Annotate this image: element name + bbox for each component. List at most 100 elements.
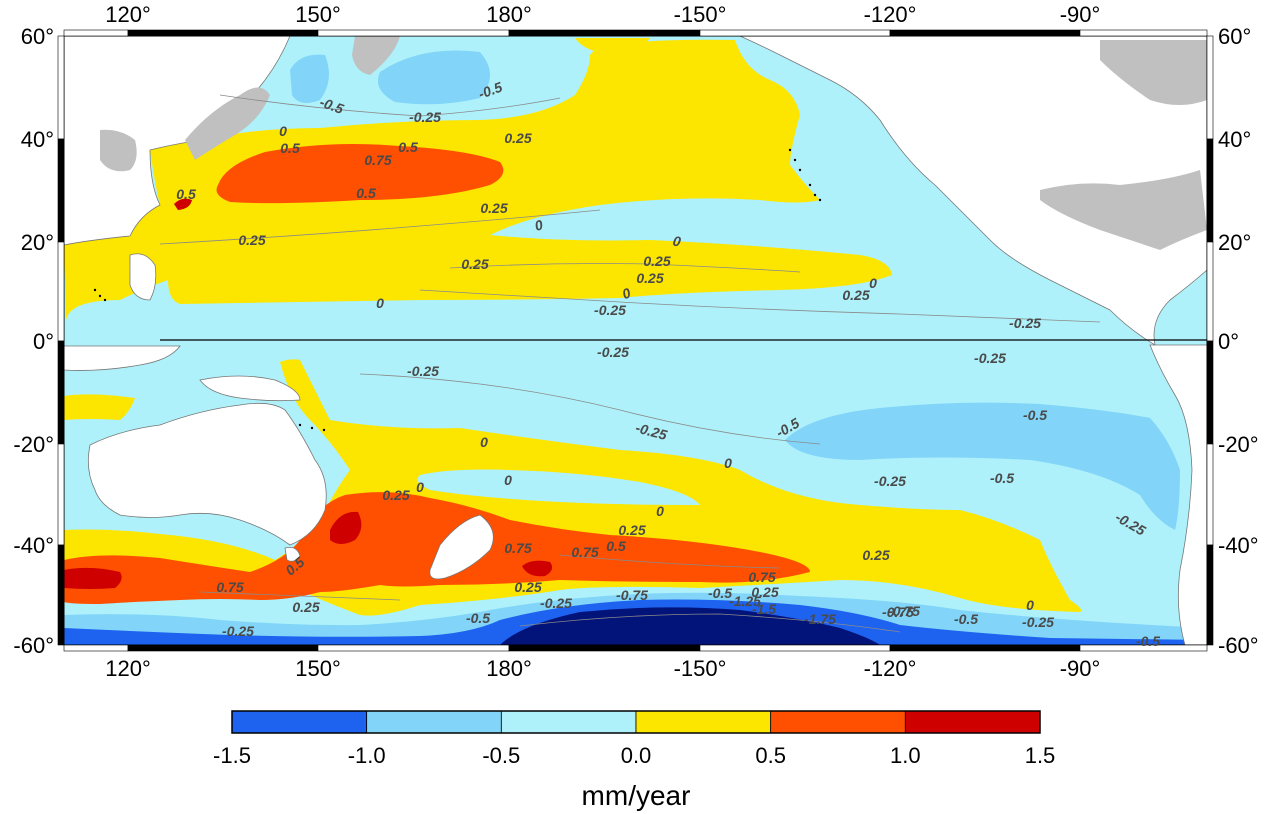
lat-tick-label-right: 60° xyxy=(1218,24,1251,49)
south-red-tasman xyxy=(330,511,362,544)
contour-label: 0.75 xyxy=(504,540,531,556)
lon-tick-label-bottom: -120° xyxy=(864,656,917,681)
frame-tick-left xyxy=(57,340,65,445)
frame-tick-left xyxy=(57,241,65,342)
colorbar-tick-label: -1.0 xyxy=(348,743,386,768)
land-new-guinea xyxy=(199,375,301,402)
frame-tick-bottom xyxy=(63,644,129,652)
south-strong-positive xyxy=(64,492,810,604)
contour-label: -0.25 xyxy=(1009,315,1041,331)
colorbar-units: mm/year xyxy=(582,780,691,811)
contour-label: -0.5 xyxy=(476,79,504,102)
land-kamchatka xyxy=(352,36,400,75)
contour-label: 0.75 xyxy=(571,544,598,560)
lon-tick-label-top: 120° xyxy=(105,2,151,27)
lon-tick-label-top: -120° xyxy=(864,2,917,27)
colorbar-tick-label: 0.0 xyxy=(621,743,652,768)
lon-tick-label-bottom: -150° xyxy=(674,656,727,681)
lon-tick-label-top: 150° xyxy=(295,2,341,27)
colorbar-tick-label: -1.5 xyxy=(213,743,251,768)
colorbar-bin xyxy=(770,710,906,734)
colorbar-bin xyxy=(500,710,637,734)
contour-label: -0.5 xyxy=(990,470,1014,486)
lat-tick-label-right: 20° xyxy=(1218,230,1251,255)
colorbar-frame xyxy=(231,710,1041,734)
south-inner-tongue xyxy=(417,469,700,505)
contour-label: 0.25 xyxy=(751,584,778,600)
contour-label: 0.25 xyxy=(514,579,541,595)
contour-label: -0.25 xyxy=(540,595,572,611)
land-asia-grey xyxy=(100,129,137,172)
colorbar-bin xyxy=(904,710,1041,734)
contour-label: 0 xyxy=(416,479,424,495)
colorbar: -1.5 -1.0 -0.5 0.0 0.5 1.0 1.5 mm/year xyxy=(213,710,1055,811)
lat-tick-label-right: -20° xyxy=(1218,432,1259,457)
contour-label: 0 xyxy=(279,123,287,139)
contour-label: 0.25 xyxy=(618,522,645,538)
frame-tick-top xyxy=(889,29,1081,37)
colorbar-bins xyxy=(231,710,1041,734)
frame-tick-bottom xyxy=(889,644,1081,652)
frame-tick-right xyxy=(1206,241,1214,342)
contour-label: 0 xyxy=(533,216,545,234)
contour-label: 0.25 xyxy=(292,599,319,615)
lon-tick-label-top: 180° xyxy=(486,2,532,27)
contour-label: 0 xyxy=(724,455,732,471)
lon-tick-label-bottom: 120° xyxy=(105,656,151,681)
colorbar-bin xyxy=(635,710,772,734)
lat-tick-label-left: 60° xyxy=(21,24,54,49)
lon-labels-bottom: 120° 150° 180° -150° -120° -90° xyxy=(105,656,1100,681)
north-positive-cap xyxy=(575,38,650,54)
contour-lines xyxy=(159,94,1207,633)
lat-tick-label-left: -60° xyxy=(13,633,54,658)
land-philippines xyxy=(129,253,157,301)
contour-labels: -0.5-0.25-0.50.2500.50.750.50.50.250.50.… xyxy=(176,79,1160,649)
land-indonesia xyxy=(63,345,181,371)
frame-tick-right xyxy=(1206,443,1214,546)
lat-tick-label-right: -40° xyxy=(1218,533,1259,558)
south-positive-west xyxy=(64,394,135,420)
lon-labels-top: 120° 150° 180° -150° -120° -90° xyxy=(105,2,1100,27)
colorbar-tick-label: 0.5 xyxy=(755,743,786,768)
frame-tick-top xyxy=(508,29,701,37)
contour-label: -0.75 xyxy=(616,587,648,603)
lon-tick-label-top: -150° xyxy=(674,2,727,27)
lat-tick-label-right: -60° xyxy=(1218,633,1259,658)
lat-tick-label-left: 40° xyxy=(21,127,54,152)
frame-tick-right xyxy=(1206,138,1214,243)
frame-tick-right xyxy=(1206,35,1214,140)
south-negative-patch xyxy=(785,402,1180,530)
frame-ticks xyxy=(57,29,1214,652)
contour-label: -0.25 xyxy=(407,363,439,379)
colorbar-bin xyxy=(366,710,502,734)
contour-label: 0 xyxy=(480,434,488,450)
frame-tick-top xyxy=(127,29,319,37)
lat-tick-label-left: 20° xyxy=(21,230,54,255)
contour-label: 0 xyxy=(869,275,877,291)
contour-label: -0.25 xyxy=(409,109,441,125)
contour-label: 0.5 xyxy=(176,186,196,202)
contour-label: 0.25 xyxy=(461,256,488,272)
coastline-dots xyxy=(93,148,822,432)
land-masses xyxy=(63,35,1208,646)
frame-tick-top xyxy=(1079,29,1208,37)
colorbar-bin xyxy=(231,710,368,734)
contour-label: 0.25 xyxy=(636,270,663,286)
frame-tick-bottom xyxy=(508,644,701,652)
contour-label: -0.75 xyxy=(888,603,920,619)
contour-label: -0.25 xyxy=(594,302,626,318)
contour-label: 0.75 xyxy=(216,579,243,595)
contour-label: -1.5 xyxy=(752,601,776,617)
lon-tick-label-bottom: 180° xyxy=(486,656,532,681)
south-red-nz xyxy=(522,560,553,577)
lon-tick-label-bottom: -90° xyxy=(1060,656,1101,681)
lat-tick-label-left: -20° xyxy=(13,432,54,457)
frame-tick-right xyxy=(1206,544,1214,646)
contour-label: -0.25 xyxy=(974,350,1006,366)
contour-label: 0 xyxy=(504,472,512,488)
contour-label: 0.5 xyxy=(398,139,418,155)
frame-tick-top xyxy=(317,29,510,37)
land-asia xyxy=(63,35,291,246)
frame-tick-left xyxy=(57,138,65,243)
contour-label: 0.5 xyxy=(280,140,300,156)
